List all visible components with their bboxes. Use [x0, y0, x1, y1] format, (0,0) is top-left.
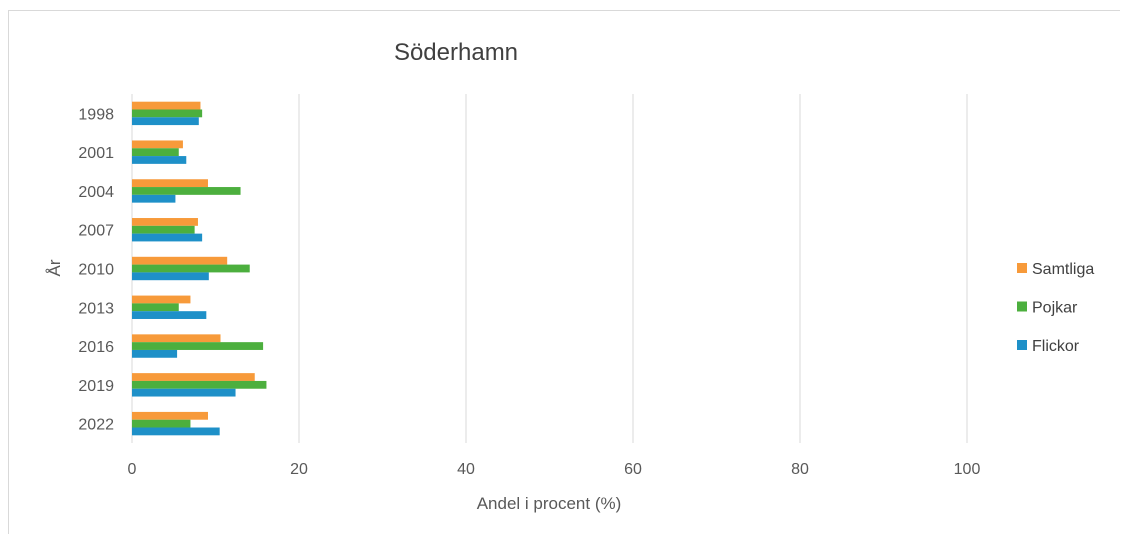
bar-pojkar-1998 — [132, 109, 203, 118]
x-tick-40: 40 — [457, 461, 475, 478]
x-axis-title: Andel i procent (%) — [477, 494, 622, 513]
chart-title: Söderhamn — [394, 39, 518, 66]
bar-pojkar-2013 — [132, 303, 179, 312]
bar-pojkar-2016 — [132, 342, 264, 350]
y-tick-1998: 1998 — [78, 106, 114, 123]
bar-samtliga-2010 — [132, 256, 228, 265]
legend-swatch-samtliga — [1017, 263, 1027, 273]
bar-samtliga-2013 — [132, 295, 191, 304]
bar-flickor-2007 — [132, 233, 203, 242]
chart-frame — [8, 10, 1120, 534]
gridlines — [131, 94, 968, 443]
bar-flickor-2010 — [132, 272, 209, 281]
legend: Samtliga Pojkar Flickor — [1017, 261, 1094, 355]
bar-flickor-2022 — [132, 427, 220, 436]
y-tick-2010: 2010 — [78, 262, 114, 279]
bar-flickor-2013 — [132, 311, 207, 319]
x-tick-80: 80 — [791, 461, 809, 478]
y-tick-2016: 2016 — [78, 339, 114, 356]
bar-samtliga-2022 — [132, 411, 208, 420]
bars — [132, 101, 267, 436]
y-axis-title: År — [45, 259, 64, 276]
y-tick-2019: 2019 — [78, 378, 114, 395]
legend-swatch-pojkar — [1017, 301, 1027, 312]
bar-pojkar-2019 — [132, 380, 267, 389]
bar-flickor-1998 — [132, 117, 199, 126]
bar-samtliga-2016 — [132, 334, 221, 343]
bar-flickor-2016 — [132, 349, 178, 358]
bar-pojkar-2001 — [132, 148, 179, 157]
bar-pojkar-2022 — [132, 419, 191, 428]
bar-pojkar-2007 — [132, 225, 195, 234]
y-tick-2004: 2004 — [78, 184, 114, 201]
bar-samtliga-1998 — [132, 101, 201, 110]
bar-flickor-2004 — [132, 194, 176, 203]
bar-samtliga-2007 — [132, 218, 198, 226]
y-tick-2007: 2007 — [78, 223, 114, 240]
legend-label-pojkar: Pojkar — [1032, 300, 1078, 317]
legend-swatch-flickor — [1017, 340, 1027, 350]
y-tick-2013: 2013 — [78, 300, 114, 317]
legend-label-flickor: Flickor — [1032, 338, 1080, 355]
x-tick-0: 0 — [128, 461, 137, 478]
bar-flickor-2001 — [132, 156, 187, 164]
y-tick-2022: 2022 — [78, 417, 114, 434]
bar-pojkar-2010 — [132, 264, 250, 273]
bar-samtliga-2004 — [132, 179, 208, 188]
x-tick-100: 100 — [954, 461, 981, 478]
x-tick-60: 60 — [624, 461, 642, 478]
y-tick-labels: 1998 2001 2004 2007 2010 2013 2016 2019 2022 — [78, 106, 114, 433]
bar-flickor-2019 — [132, 388, 236, 397]
bar-samtliga-2019 — [132, 373, 255, 381]
legend-label-samtliga: Samtliga — [1032, 261, 1094, 278]
x-tick-labels: 0 20 40 60 80 100 — [128, 461, 981, 478]
bar-samtliga-2001 — [132, 140, 183, 149]
x-tick-20: 20 — [290, 461, 308, 478]
y-tick-2001: 2001 — [78, 145, 114, 162]
bar-pojkar-2004 — [132, 187, 241, 195]
